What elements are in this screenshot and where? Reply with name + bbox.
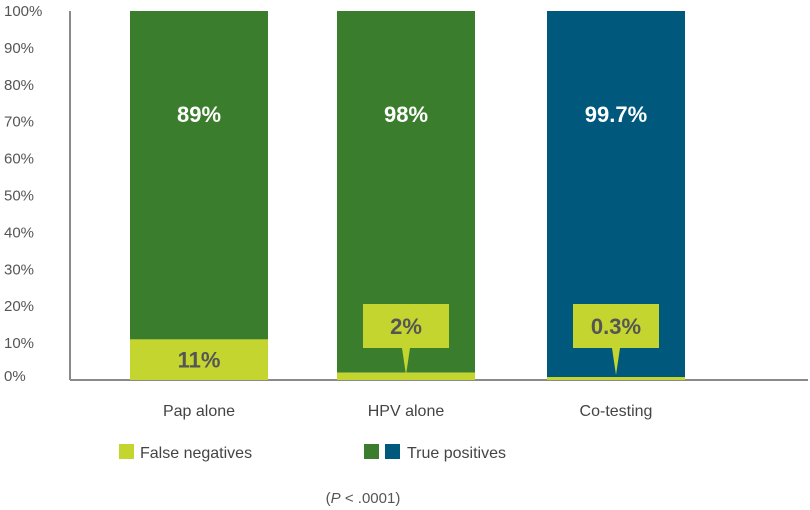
y-tick-label: 40% — [4, 224, 34, 241]
legend-swatch-true-positives-green — [364, 444, 379, 459]
data-label-true-positives: 98% — [384, 102, 428, 127]
bar-false-negatives — [130, 339, 268, 380]
bar-false-negatives — [337, 372, 475, 380]
x-category-label: HPV alone — [368, 403, 445, 420]
callout-false-negatives — [573, 304, 659, 375]
legend-label-true-positives: True positives — [407, 445, 506, 462]
data-label-true-positives: 99.7% — [585, 102, 647, 127]
y-tick-label: 50% — [4, 188, 34, 205]
callout-false-negatives — [363, 304, 449, 375]
y-tick-label: 10% — [4, 335, 34, 352]
legend: False negatives True positives — [119, 444, 506, 462]
data-labels: 89% 11% 98% 2% 99.7% 0.3% — [177, 102, 659, 375]
bar-false-negatives — [547, 377, 685, 380]
legend-swatch-true-positives-blue — [385, 444, 400, 459]
axes: 0% 10% 20% 30% 40% 50% 60% 70% 80% 90% 100% Pap alo… — [4, 3, 808, 420]
legend-swatch-false-negatives — [119, 444, 134, 459]
y-tick-label: 30% — [4, 261, 34, 278]
data-label-true-positives: 89% — [177, 102, 221, 127]
bar-true-positives — [130, 11, 268, 340]
legend-label-false-negatives: False negatives — [140, 445, 252, 462]
y-tick-label: 90% — [4, 40, 34, 57]
y-tick-label: 100% — [4, 3, 42, 20]
data-label-false-negatives: 0.3% — [591, 314, 641, 339]
y-tick-label: 20% — [4, 298, 34, 315]
data-label-false-negatives: 2% — [390, 314, 422, 339]
y-tick-label: 60% — [4, 151, 34, 168]
x-category-label: Pap alone — [163, 403, 235, 420]
y-tick-label: 0% — [4, 368, 26, 385]
data-label-false-negatives: 11% — [178, 348, 221, 373]
y-tick-label: 80% — [4, 77, 34, 94]
y-tick-label: 70% — [4, 114, 34, 131]
significance-note: (P < .0001) — [326, 490, 401, 507]
x-category-label: Co-testing — [580, 403, 653, 420]
